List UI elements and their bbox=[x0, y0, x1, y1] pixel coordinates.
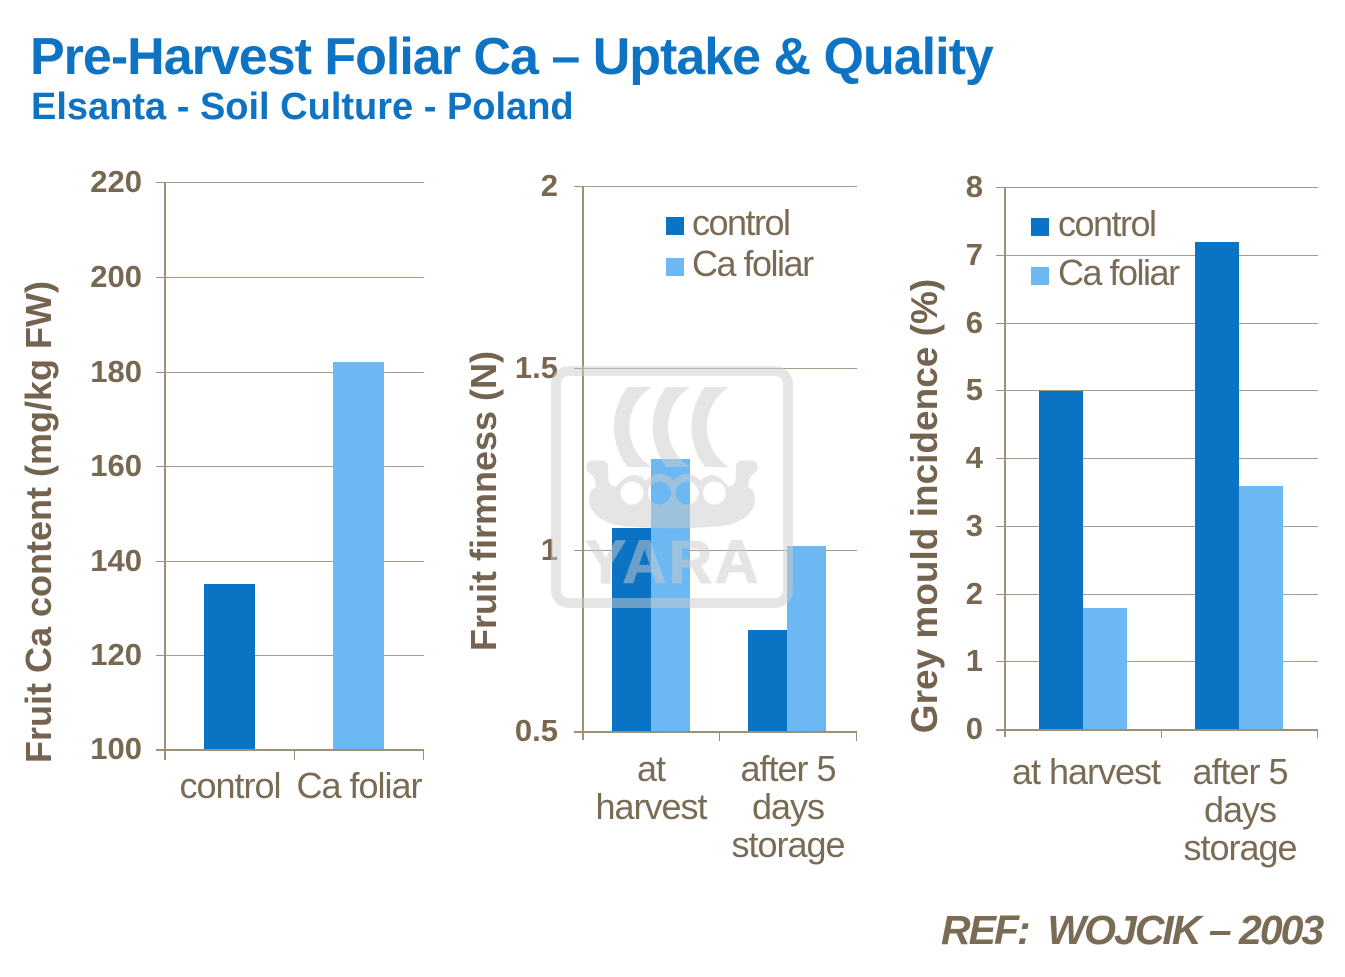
svg-text:YARA: YARA bbox=[585, 528, 760, 596]
